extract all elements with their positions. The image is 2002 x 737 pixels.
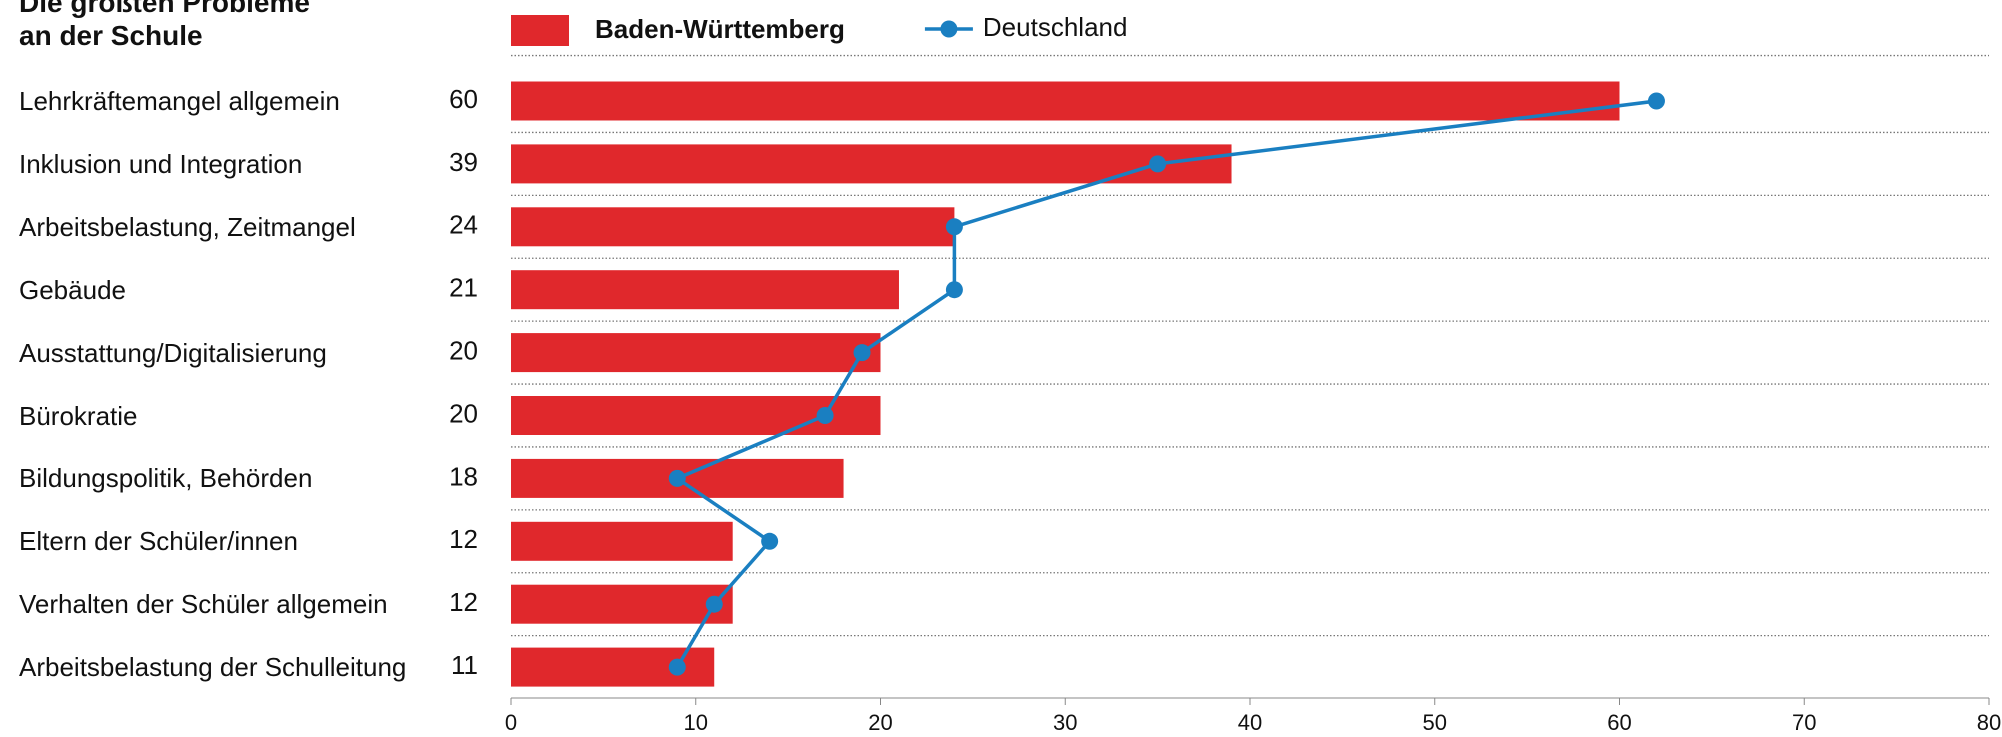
x-tick-label: 50 — [1423, 710, 1447, 735]
line — [673, 99, 1657, 668]
line-marker — [816, 407, 834, 424]
legend-label: Deutschland — [983, 12, 1128, 42]
bar — [511, 207, 955, 247]
value-label: 39 — [449, 147, 478, 177]
x-tick-label: 0 — [505, 710, 517, 735]
x-tick-label: 40 — [1238, 710, 1262, 735]
chart-title: Die größten Probleme an der Schule — [19, 0, 310, 51]
x-tick-label: 10 — [684, 710, 708, 735]
line-marker — [853, 344, 871, 362]
x-tick-label: 20 — [868, 710, 892, 735]
value-label: 24 — [449, 210, 478, 240]
line-marker — [945, 218, 963, 236]
legend-label: Baden-Württemberg — [595, 14, 845, 44]
value-label: 20 — [449, 398, 478, 428]
value-label: 21 — [449, 273, 478, 303]
category-label: Eltern der Schüler/innen — [19, 526, 298, 557]
category-label: Verhalten der Schüler allgemein — [19, 589, 388, 620]
value-label: 60 — [449, 84, 478, 114]
legend-marker — [940, 20, 958, 38]
line-marker — [945, 281, 963, 299]
bar — [511, 144, 1232, 184]
line-marker — [668, 658, 686, 676]
line-marker — [1149, 155, 1167, 173]
bar — [511, 270, 899, 310]
line-marker — [668, 469, 686, 487]
category-label: Arbeitsbelastung, Zeitmangel — [19, 211, 356, 242]
category-label: Bildungspolitik, Behörden — [19, 463, 313, 494]
value-label: 11 — [451, 650, 478, 680]
x-tick-label: 80 — [1977, 710, 2001, 735]
x-tick-label: 30 — [1053, 710, 1077, 735]
category-label: Bürokratie — [19, 400, 138, 431]
bar — [511, 521, 733, 561]
value-label: 18 — [449, 461, 478, 491]
category-label: Arbeitsbelastung der Schulleitung — [19, 652, 407, 683]
value-label: 12 — [449, 587, 478, 617]
line-marker — [705, 595, 723, 613]
bar — [511, 584, 733, 624]
legend-swatch — [511, 15, 569, 46]
value-label: 20 — [449, 335, 478, 365]
category-label: Inklusion und Integration — [19, 148, 303, 179]
line-marker — [761, 532, 779, 550]
value-label: 12 — [449, 524, 478, 554]
bar — [511, 333, 881, 373]
category-label: Gebäude — [19, 274, 126, 305]
category-label: Ausstattung/Digitalisierung — [19, 337, 327, 368]
x-tick-label: 70 — [1792, 710, 1816, 735]
x-tick-label: 60 — [1607, 710, 1631, 735]
bar — [511, 81, 1620, 121]
line-marker — [1647, 92, 1665, 110]
category-label: Lehrkräftemangel allgemein — [19, 86, 340, 116]
